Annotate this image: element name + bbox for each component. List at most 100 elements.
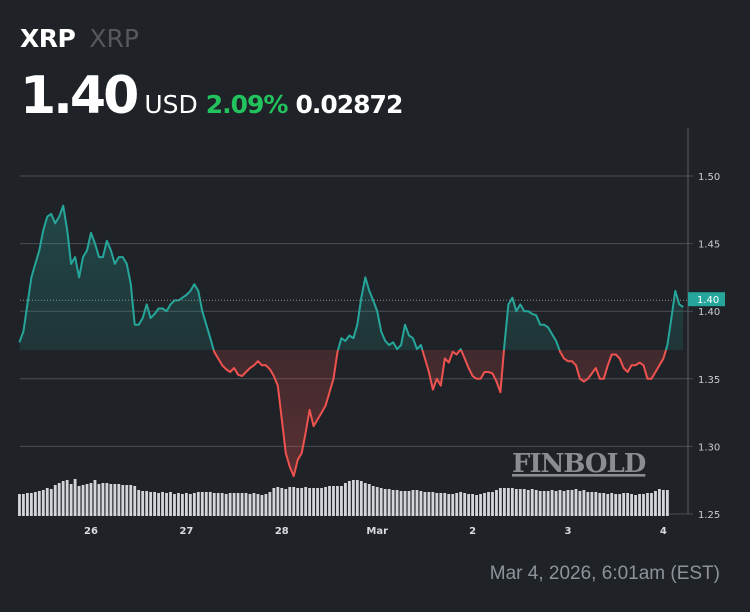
- volume-bar: [439, 493, 443, 516]
- volume-bar: [586, 492, 590, 516]
- volume-bar: [264, 494, 268, 516]
- volume-bar: [169, 492, 172, 516]
- volume-bar: [526, 490, 530, 516]
- volume-bar: [574, 489, 578, 516]
- volume-bar: [316, 488, 319, 516]
- volume-bar: [312, 488, 315, 516]
- volume-bar: [69, 484, 73, 516]
- volume-bar: [491, 492, 494, 516]
- volume-bar: [510, 488, 514, 516]
- volume-bar: [610, 493, 614, 516]
- volume-bar: [280, 488, 284, 516]
- volume-bar: [638, 494, 641, 516]
- volume-bar: [65, 480, 69, 516]
- volume-bar: [665, 490, 669, 516]
- volume-bar: [646, 493, 649, 516]
- currency: USD: [144, 90, 198, 119]
- volume-bar: [93, 480, 97, 516]
- volume-bar: [332, 486, 335, 516]
- volume-bar: [41, 490, 45, 516]
- volume-bar: [308, 488, 312, 516]
- volume-bar: [109, 484, 113, 516]
- volume-bar: [654, 491, 657, 516]
- y-tick-label: 1.45: [698, 240, 720, 251]
- volume-bar: [77, 486, 81, 516]
- volume-bar: [244, 493, 248, 516]
- volume-bar: [427, 492, 431, 516]
- volume-bar: [347, 481, 351, 516]
- volume-bar: [550, 490, 554, 516]
- volume-bar: [658, 489, 661, 516]
- volume-bar: [602, 493, 606, 516]
- volume-bar: [538, 491, 542, 516]
- volume-bar: [137, 490, 141, 516]
- current-price: 1.40: [20, 66, 139, 126]
- volume-bar: [423, 492, 427, 516]
- volume-bar: [185, 493, 188, 516]
- volume-bar: [304, 487, 308, 516]
- volume-bar: [546, 491, 550, 516]
- volume-bar: [300, 488, 304, 516]
- volume-bar: [363, 483, 367, 516]
- volume-bar: [395, 490, 399, 516]
- volume-bar: [514, 489, 518, 516]
- volume-bar: [566, 490, 570, 516]
- volume-bar: [26, 493, 29, 516]
- volume-bar: [29, 493, 33, 516]
- area-fill-above-baseline: [19, 205, 684, 351]
- volume-bar: [542, 491, 546, 516]
- volume-bar: [181, 494, 184, 516]
- volume-bar: [455, 493, 459, 516]
- volume-bar: [157, 493, 160, 516]
- x-tick-label: 26: [84, 526, 98, 537]
- y-tick-label: 1.40: [698, 307, 720, 318]
- volume-bar: [463, 493, 467, 516]
- volume-bar: [435, 493, 439, 516]
- volume-bar: [403, 491, 407, 516]
- volume-bar: [208, 492, 212, 516]
- volume-bar: [296, 488, 300, 516]
- volume-bar: [33, 492, 37, 516]
- x-tick-label: 27: [179, 526, 193, 537]
- x-tick-label: 2: [469, 526, 476, 537]
- volume-bar: [622, 493, 626, 516]
- volume-bar: [447, 494, 451, 516]
- volume-bar: [256, 494, 260, 516]
- volume-bar: [81, 485, 85, 516]
- volume-bar: [558, 490, 562, 516]
- volume-bar: [630, 494, 633, 516]
- volume-bar: [459, 492, 463, 516]
- volume-bar: [101, 483, 105, 516]
- volume-bar: [387, 489, 391, 516]
- volume-bar: [216, 493, 220, 516]
- volume-bar: [530, 489, 534, 516]
- symbol-ticker: XRP: [20, 24, 76, 53]
- volume-bar: [22, 494, 25, 516]
- volume-bar: [367, 484, 371, 516]
- volume-bar: [594, 492, 598, 516]
- volume-bar: [487, 492, 490, 516]
- price-line-up: [18, 204, 684, 351]
- volume-bar: [200, 492, 204, 516]
- volume-bar: [344, 483, 347, 516]
- volume-bar: [196, 492, 200, 516]
- volume-bar: [503, 488, 506, 516]
- volume-bar: [407, 491, 411, 516]
- volume-bar: [375, 487, 379, 516]
- volume-bar: [328, 486, 331, 516]
- volume-bar: [220, 493, 224, 516]
- volume-bar: [614, 494, 618, 516]
- volume-bar: [153, 492, 156, 516]
- volume-bar: [18, 494, 21, 516]
- volume-bar: [113, 484, 117, 516]
- volume-bar: [355, 480, 359, 516]
- volume-bar: [336, 486, 339, 516]
- volume-bar: [324, 487, 327, 516]
- volume-bar: [582, 490, 586, 516]
- volume-bar: [399, 491, 403, 516]
- volume-bar: [161, 492, 164, 516]
- area-fill-below-baseline: [213, 350, 666, 477]
- volume-bar: [495, 490, 498, 516]
- x-tick-label: 28: [275, 526, 289, 537]
